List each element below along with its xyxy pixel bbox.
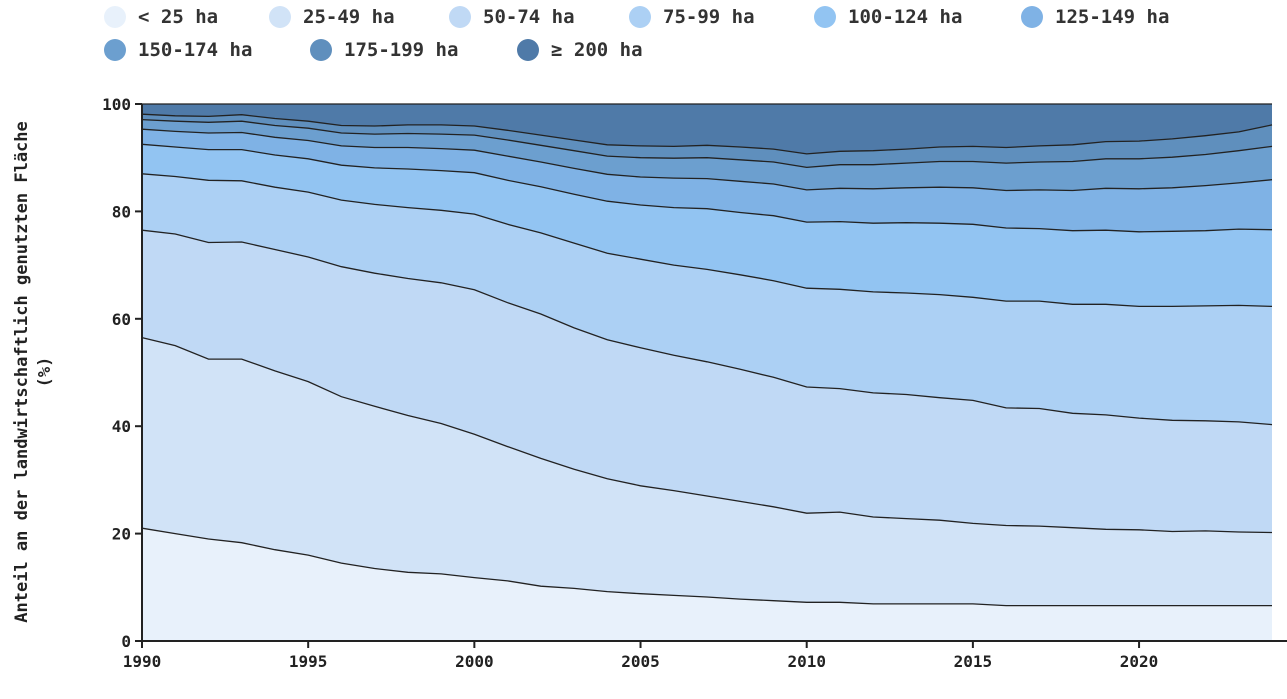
legend-swatch	[104, 39, 126, 61]
series-boundary-line	[141, 173, 1273, 308]
area-series	[142, 129, 1272, 232]
legend-item: 100-124 ha	[814, 6, 962, 28]
legend-item: ≥ 200 ha	[517, 39, 643, 61]
legend-item: 25-49 ha	[269, 6, 395, 28]
x-tick-label: 2015	[954, 652, 993, 671]
legend-label: 75-99 ha	[663, 6, 755, 28]
legend-label: ≥ 200 ha	[551, 39, 643, 61]
y-tick-label: 0	[121, 632, 131, 651]
legend-label: 50-74 ha	[483, 6, 575, 28]
area-series-group	[142, 104, 1272, 641]
x-tick-label: 1990	[123, 652, 162, 671]
legend-swatch	[814, 6, 836, 28]
x-tick-label: 2020	[1120, 652, 1159, 671]
legend-swatch	[629, 6, 651, 28]
x-tick-label: 2010	[787, 652, 826, 671]
legend-item: 125-149 ha	[1021, 6, 1169, 28]
series-boundary-line	[141, 336, 1273, 534]
series-boundary-line	[141, 229, 1273, 426]
y-tick-label: 100	[102, 95, 131, 114]
legend-swatch	[269, 6, 291, 28]
area-series	[142, 114, 1272, 168]
series-boundary-line	[141, 527, 1272, 607]
area-series	[142, 337, 1272, 606]
x-tick-label: 2000	[455, 652, 494, 671]
axes-group: 0 20 40 60 80 100 1990 1995 2000 2005 2010 2015 2020	[102, 95, 1287, 671]
y-tick-label: 40	[112, 417, 131, 436]
area-series	[142, 173, 1272, 425]
legend-label: < 25 ha	[138, 6, 219, 28]
legend-item: 150-174 ha	[104, 39, 252, 61]
legend-swatch	[1021, 6, 1043, 28]
legend-swatch	[517, 39, 539, 61]
boundary-lines-group	[141, 103, 1273, 607]
legend-item: < 25 ha	[104, 6, 218, 28]
legend-swatch	[449, 6, 471, 28]
legend-label: 25-49 ha	[303, 6, 395, 28]
y-axis-label-unit: (%)	[35, 357, 55, 388]
series-boundary-line	[141, 118, 1273, 169]
y-tick-label: 60	[112, 310, 131, 329]
y-axis-label: Anteil an der landwirtschaftlich genutzt…	[12, 121, 32, 623]
legend-label: 175-199 ha	[344, 39, 459, 61]
legend-label: 125-149 ha	[1055, 6, 1170, 28]
series-boundary-line	[141, 113, 1273, 155]
area-series	[142, 230, 1272, 533]
legend-label: 150-174 ha	[138, 39, 253, 61]
area-series	[142, 104, 1272, 154]
legend-item: 75-99 ha	[629, 6, 755, 28]
area-series	[142, 119, 1272, 191]
area-series	[142, 144, 1272, 307]
legend-item: 50-74 ha	[449, 6, 575, 28]
legend-item: 175-199 ha	[310, 39, 458, 61]
legend-swatch	[310, 39, 332, 61]
y-tick-label: 80	[112, 202, 131, 221]
series-boundary-line	[141, 128, 1273, 192]
area-series	[142, 528, 1272, 641]
x-tick-label: 2005	[621, 652, 660, 671]
series-boundary-line	[141, 143, 1273, 233]
x-tick-label: 1995	[289, 652, 328, 671]
y-tick-label: 20	[112, 525, 131, 544]
legend-label: 100-124 ha	[848, 6, 963, 28]
legend-swatch	[104, 6, 126, 28]
